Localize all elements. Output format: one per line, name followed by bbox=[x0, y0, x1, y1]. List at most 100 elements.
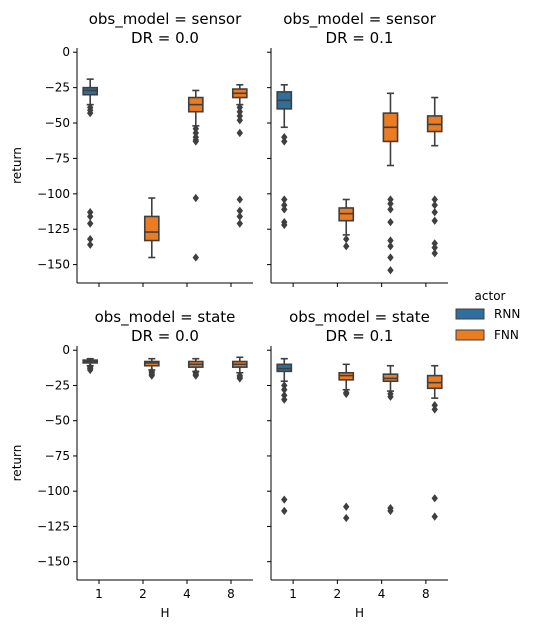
outlier-point bbox=[431, 512, 438, 521]
legend-title: actor bbox=[475, 289, 506, 303]
outlier-point bbox=[87, 240, 94, 249]
outlier-point bbox=[387, 392, 394, 401]
panel-title-line1: obs_model = state bbox=[95, 308, 236, 327]
outlier-point bbox=[281, 133, 288, 142]
y-axis-label: return bbox=[10, 147, 24, 184]
outlier-point bbox=[281, 495, 288, 504]
x-axis-label: H bbox=[355, 606, 364, 620]
box-rnn-h1 bbox=[82, 78, 99, 249]
x-axis-label: H bbox=[160, 606, 169, 620]
panel-title-line1: obs_model = sensor bbox=[283, 10, 436, 29]
outlier-point bbox=[431, 208, 438, 217]
x-tick-label: 8 bbox=[227, 587, 235, 601]
outlier-point bbox=[431, 249, 438, 258]
outlier-point bbox=[281, 381, 288, 390]
outlier-point bbox=[343, 234, 350, 244]
outlier-point bbox=[236, 116, 243, 125]
x-tick-label: 4 bbox=[378, 587, 386, 601]
y-tick-label: −25 bbox=[45, 378, 70, 392]
y-tick-label: 0 bbox=[62, 343, 70, 357]
outlier-point bbox=[281, 506, 288, 516]
x-tick-label: 2 bbox=[139, 587, 147, 601]
box-fnn-h4 bbox=[187, 89, 204, 262]
outlier-point bbox=[387, 199, 394, 208]
y-tick-label: −150 bbox=[37, 258, 70, 272]
outlier-point bbox=[87, 212, 94, 221]
y-tick-label: −125 bbox=[37, 222, 70, 236]
outlier-point bbox=[87, 219, 94, 228]
outlier-point bbox=[387, 205, 394, 214]
box-fnn-h4 bbox=[382, 92, 399, 275]
outlier-point bbox=[192, 137, 199, 146]
outlier-point bbox=[236, 195, 243, 204]
outlier-point bbox=[387, 195, 394, 204]
outlier-point bbox=[387, 253, 394, 262]
outlier-point bbox=[281, 391, 288, 400]
box-fnn-h2 bbox=[143, 357, 160, 380]
outlier-point bbox=[236, 212, 243, 221]
outlier-point bbox=[431, 405, 438, 414]
outlier-point bbox=[192, 124, 199, 133]
outlier-point bbox=[236, 103, 243, 112]
box-fnn-h8 bbox=[426, 96, 443, 258]
panel-title-line2: DR = 0.1 bbox=[326, 29, 394, 47]
box-fnn-h4 bbox=[187, 357, 204, 380]
outlier-point bbox=[343, 389, 350, 399]
outlier-point bbox=[387, 217, 394, 227]
panel-title-line2: DR = 0.0 bbox=[131, 327, 199, 345]
legend-swatch-fnn bbox=[455, 329, 485, 341]
legend-label-rnn: RNN bbox=[494, 307, 520, 321]
panel-title-line2: DR = 0.0 bbox=[131, 29, 199, 47]
outlier-point bbox=[281, 220, 288, 230]
outlier-point bbox=[431, 216, 438, 225]
outlier-point bbox=[148, 371, 155, 380]
y-tick-label: −50 bbox=[45, 414, 70, 428]
legend-label-fnn: FNN bbox=[494, 328, 519, 342]
box-fnn-h2 bbox=[143, 197, 160, 259]
panel-title-line1: obs_model = sensor bbox=[89, 10, 242, 29]
outlier-point bbox=[192, 371, 199, 380]
y-tick-label: −125 bbox=[37, 519, 70, 533]
outlier-point bbox=[343, 502, 350, 511]
panel-title-line1: obs_model = state bbox=[289, 308, 430, 327]
panel-title-line2: DR = 0.1 bbox=[326, 327, 394, 345]
outlier-point bbox=[281, 200, 288, 210]
x-tick-label: 1 bbox=[289, 587, 297, 601]
y-tick-label: −100 bbox=[37, 484, 70, 498]
outlier-point bbox=[387, 266, 394, 275]
outlier-point bbox=[236, 111, 243, 121]
box-fnn-h2 bbox=[338, 198, 355, 251]
legend: actor RNN FNN bbox=[455, 289, 520, 342]
legend-swatch-rnn bbox=[455, 308, 485, 320]
outlier-point bbox=[281, 137, 288, 146]
outlier-point bbox=[236, 206, 243, 215]
outlier-point bbox=[387, 506, 394, 516]
outlier-point bbox=[192, 128, 199, 138]
box-rnn-h1 bbox=[276, 84, 293, 230]
x-tick-label: 8 bbox=[422, 587, 430, 601]
outlier-point bbox=[281, 205, 288, 214]
x-tick-label: 4 bbox=[183, 587, 191, 601]
y-tick-label: 0 bbox=[62, 45, 70, 59]
outlier-point bbox=[431, 401, 438, 410]
outlier-point bbox=[236, 128, 243, 138]
box-rnn-h1 bbox=[276, 357, 293, 516]
outlier-point bbox=[281, 395, 288, 404]
outlier-point bbox=[87, 365, 94, 375]
box-fnn-h4 bbox=[382, 364, 399, 516]
outlier-point bbox=[236, 219, 243, 228]
box-fnn-h2 bbox=[338, 363, 355, 523]
outlier-point bbox=[431, 195, 438, 204]
box-rnn-h1 bbox=[82, 357, 99, 375]
outlier-point bbox=[387, 242, 394, 251]
outlier-point bbox=[87, 234, 94, 244]
outlier-point bbox=[343, 242, 350, 251]
y-tick-label: −75 bbox=[45, 151, 70, 165]
y-tick-label: −100 bbox=[37, 187, 70, 201]
outlier-point bbox=[236, 107, 243, 116]
box-fnn-h8 bbox=[426, 364, 443, 521]
